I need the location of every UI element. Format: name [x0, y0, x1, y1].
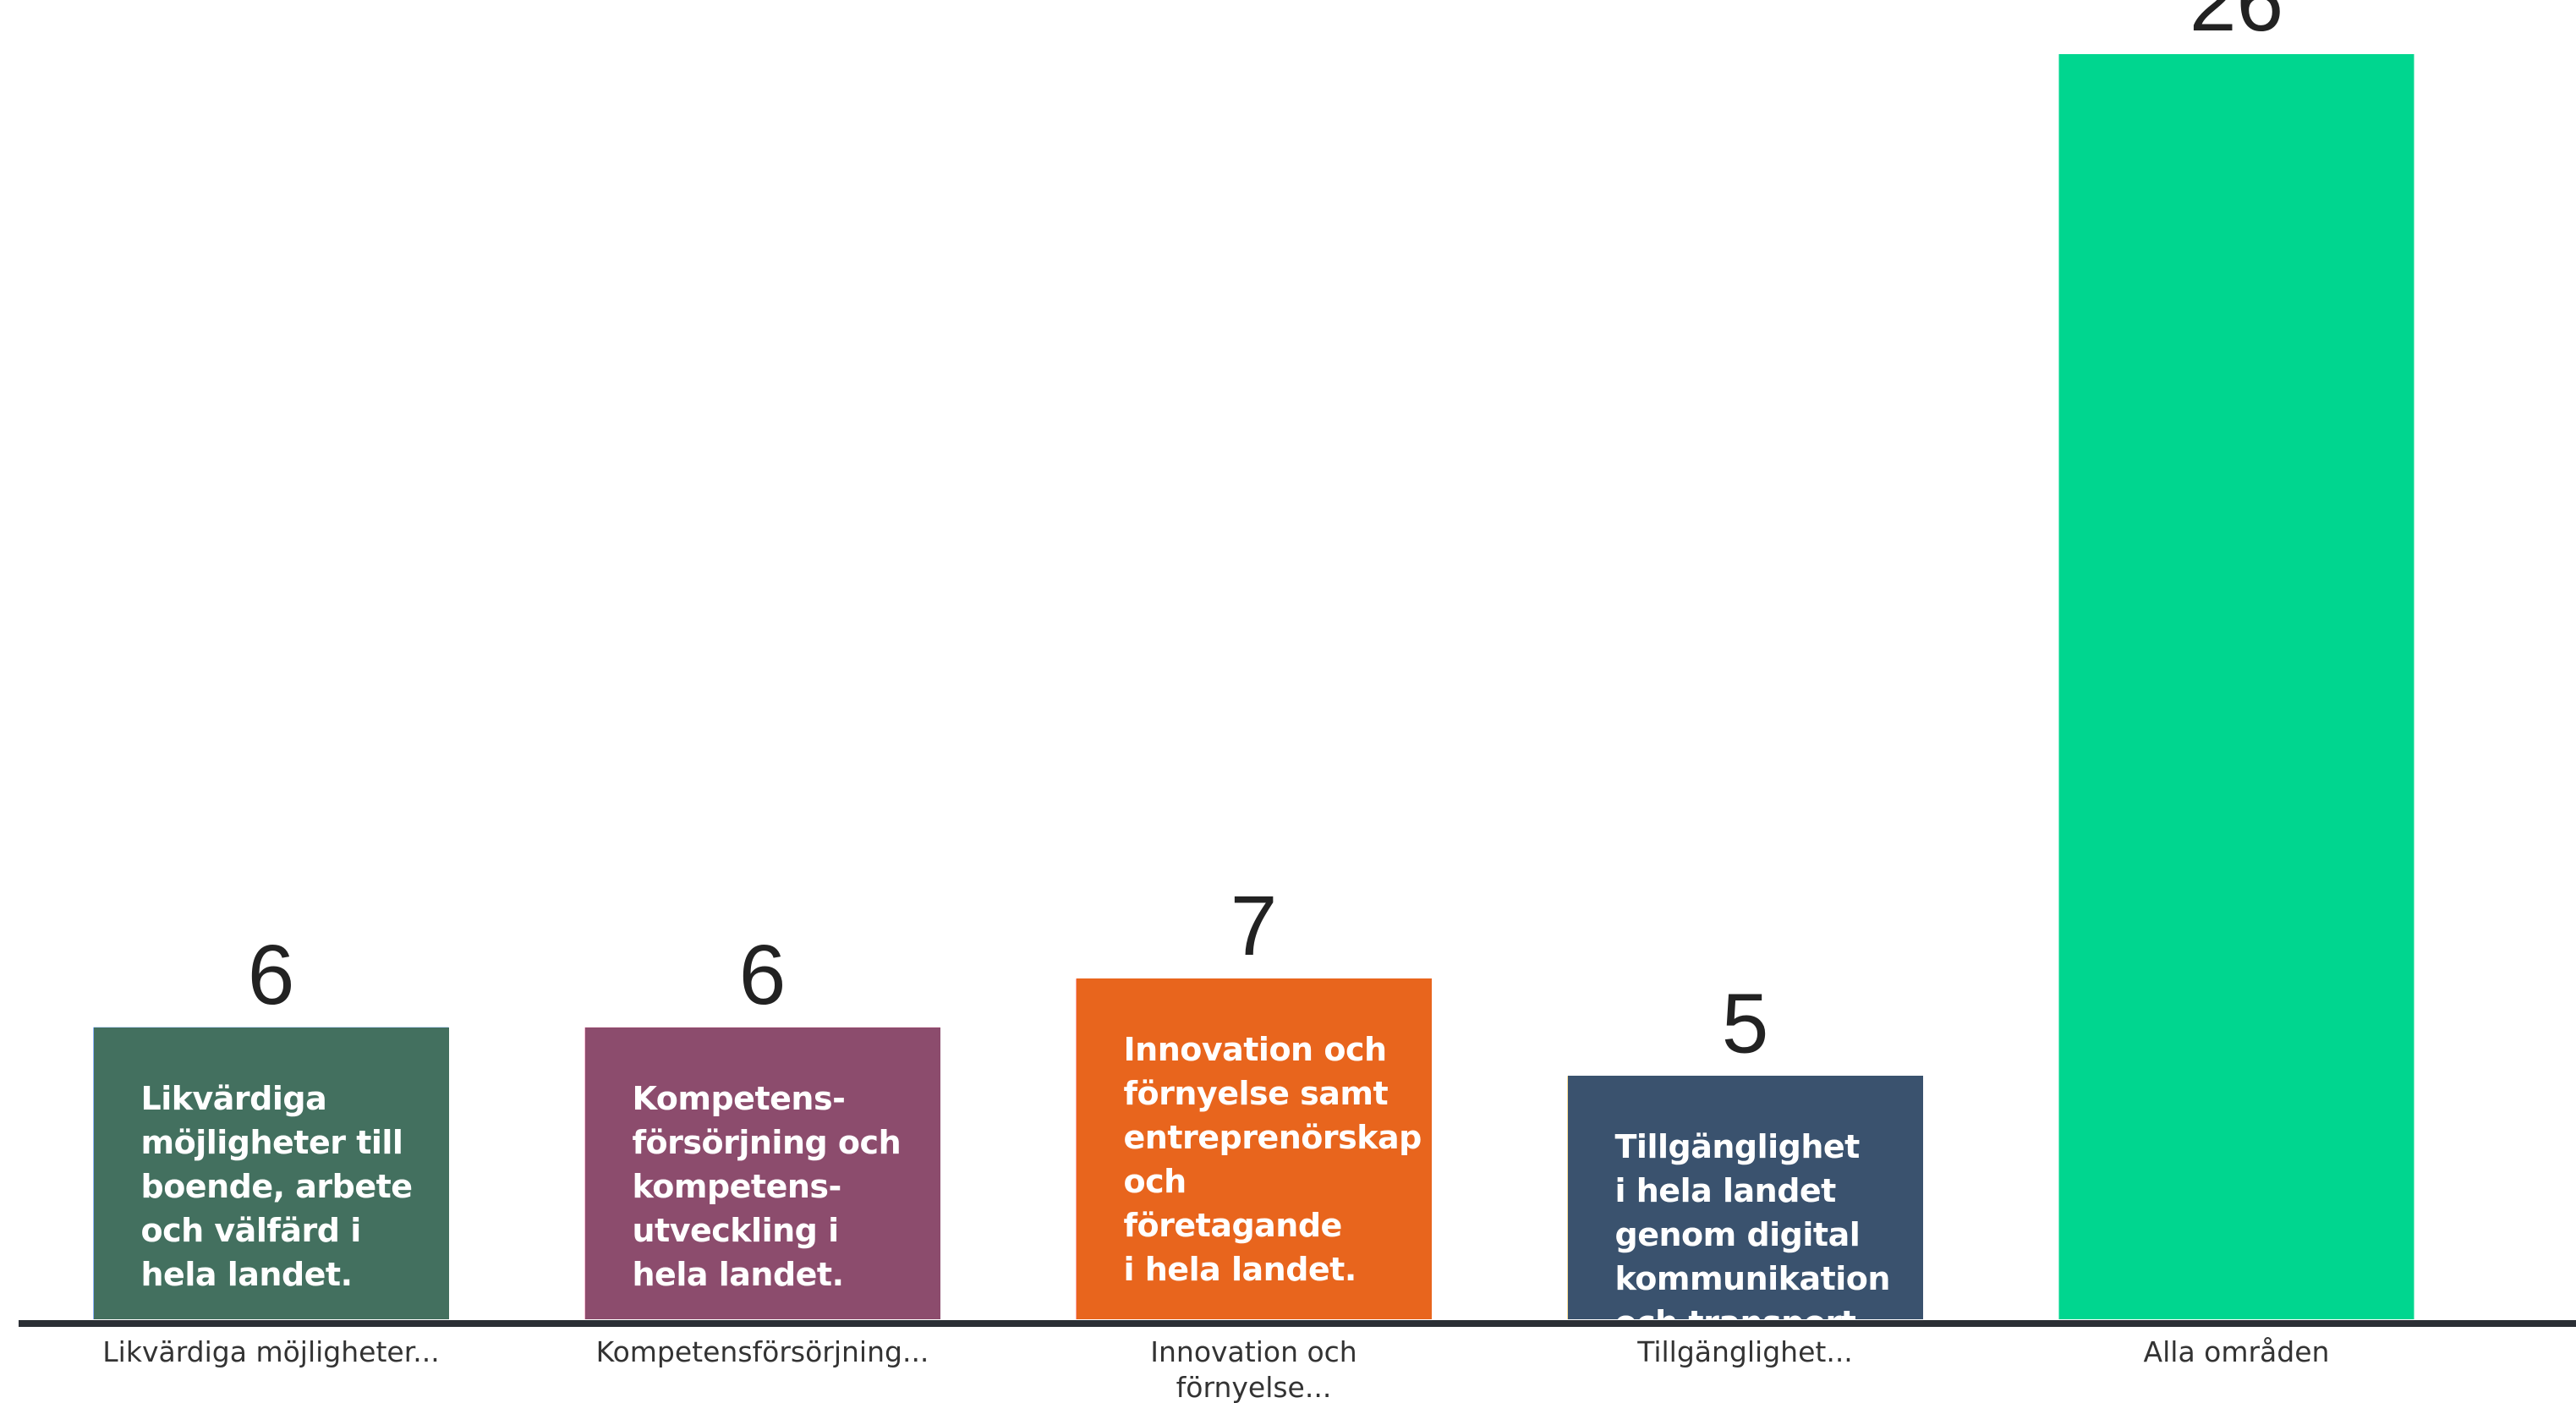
value-label-2: 6 — [739, 928, 787, 1022]
category-label-3-line-1: Innovation och — [1150, 1335, 1357, 1368]
value-label-3: 7 — [1230, 879, 1278, 973]
category-label-5: Alla områden — [2144, 1335, 2330, 1368]
category-tile-1: Likvärdiga möjligheter till boende, arbe… — [93, 1027, 449, 1319]
category-tile-2: Kompetens- försörjning och kompetens- ut… — [584, 1027, 940, 1319]
labels-layer: 6 Likvärdiga möjligheter... 6 Kompetensförs… — [102, 0, 2329, 1403]
category-label-2: Kompetensförsörjning... — [596, 1335, 929, 1368]
category-tile-4: Tillgänglighet i hela landet genom digit… — [1567, 1076, 1923, 1319]
value-label-1: 6 — [248, 928, 295, 1022]
value-label-5: 26 — [2190, 0, 2283, 49]
bar-5 — [2058, 54, 2414, 1319]
value-label-4: 5 — [1722, 976, 1769, 1071]
category-label-4: Tillgänglighet... — [1636, 1335, 1853, 1368]
category-tile-3: Innovation och förnyelse samt entreprenö… — [1076, 978, 1432, 1319]
category-label-1: Likvärdiga möjligheter... — [102, 1335, 439, 1368]
category-label-3-line-2: förnyelse... — [1176, 1371, 1332, 1403]
